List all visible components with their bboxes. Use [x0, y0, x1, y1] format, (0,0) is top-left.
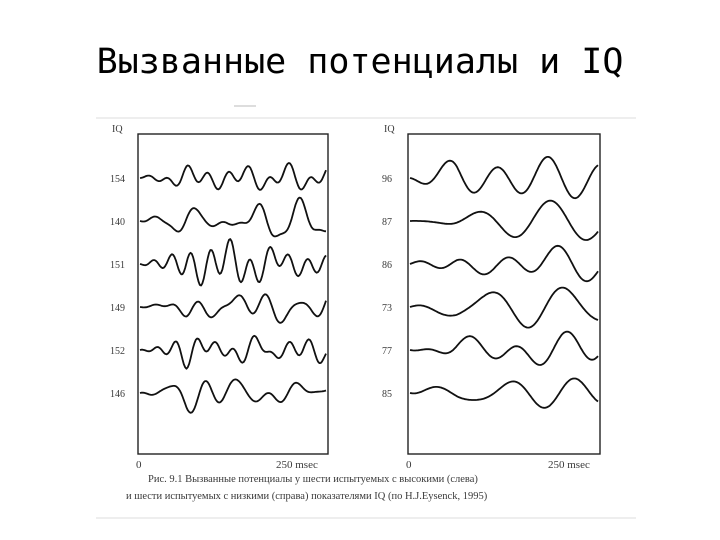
erp-trace-73: [409, 286, 599, 329]
right-ylabel: IQ: [384, 124, 395, 135]
series-label: 152: [110, 346, 125, 357]
erp-trace-85: [409, 377, 599, 409]
right-x-tick-250: 250 msec: [548, 459, 590, 471]
left-x-tick-250: 250 msec: [276, 459, 318, 471]
erp-trace-151: [139, 238, 327, 287]
erp-trace-140: [139, 196, 327, 238]
figure-caption-line1: Рис. 9.1 Вызванные потенциалы у шести ис…: [148, 474, 478, 485]
series-label: 73: [382, 303, 392, 314]
series-label: 140: [110, 217, 125, 228]
series-label: 146: [110, 389, 125, 400]
erp-trace-146: [139, 378, 327, 414]
right-panel-frame: [407, 133, 601, 455]
series-label: 154: [110, 174, 125, 185]
slide-title: Вызванные потенциалы и IQ: [96, 42, 624, 82]
left-ylabel: IQ: [112, 124, 123, 135]
figure-caption-line2: и шести испытуемых с низкими (справа) по…: [126, 491, 488, 502]
series-label: 151: [110, 260, 125, 271]
scanned-figure: IQ 154 140 151 149 152 146 IQ 96 87 86 73 77 85 0 …: [96, 98, 636, 524]
erp-trace-86: [409, 244, 599, 283]
series-label: 85: [382, 389, 392, 400]
right-x-tick-0: 0: [406, 459, 412, 471]
series-label: 149: [110, 303, 125, 314]
left-panel-frame: [137, 133, 329, 455]
series-label: 96: [382, 174, 392, 185]
erp-trace-77: [409, 330, 599, 366]
erp-trace-87: [410, 199, 599, 241]
series-label: 87: [382, 217, 392, 228]
erp-trace-96: [409, 156, 599, 200]
series-label: 77: [382, 346, 392, 357]
erp-trace-149: [139, 293, 327, 324]
erp-trace-154: [139, 162, 327, 191]
left-x-tick-0: 0: [136, 459, 142, 471]
erp-trace-152: [139, 334, 327, 370]
series-label: 86: [382, 260, 392, 271]
